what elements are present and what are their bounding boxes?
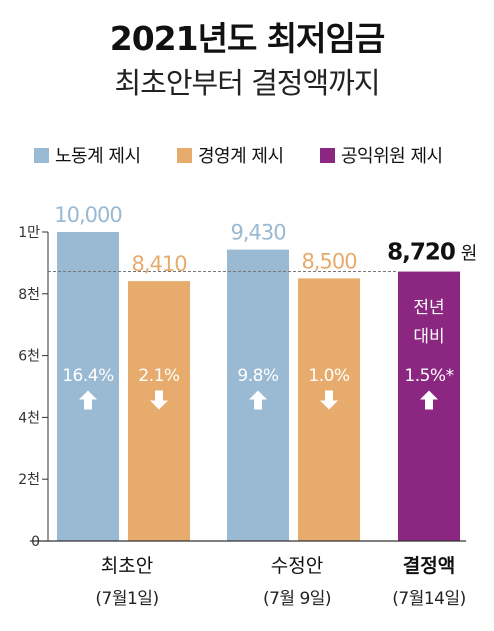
group-date-label: (7월1일): [95, 589, 158, 609]
bar-management: [298, 278, 360, 541]
bar-value-unit: 원: [461, 244, 478, 265]
bar-change-label: 16.4%: [62, 366, 114, 386]
legend-swatch-management: [177, 147, 192, 163]
legend-swatch-labor: [34, 147, 49, 163]
y-tick-label: 6천: [18, 349, 40, 365]
group-label: 최초안: [101, 555, 153, 577]
bar-value-label: 9,430: [230, 221, 285, 245]
bar-note-label: 전년: [413, 298, 444, 318]
bar-value-label: 8,410: [131, 252, 186, 276]
bar-value-label: 8,500: [301, 249, 356, 273]
bar-change-label: 2.1%: [138, 366, 180, 386]
group-label: 결정액: [403, 555, 455, 577]
y-tick-label: 1만: [18, 225, 40, 241]
bar-change-label: 1.0%: [308, 366, 350, 386]
y-tick-label: 4천: [18, 410, 40, 426]
bar-change-label: 1.5%*: [404, 366, 453, 386]
bar-value-label: 8,720: [387, 240, 455, 266]
legend-item-management: 경영계 제시: [177, 140, 284, 170]
legend-item-public: 공익위원 제시: [320, 140, 443, 170]
arrow-down-icon: [320, 390, 338, 410]
arrow-up-icon: [249, 390, 267, 410]
legend-item-labor: 노동계 제시: [34, 140, 141, 170]
y-tick-label: 8천: [18, 287, 40, 303]
bar-management: [128, 281, 190, 541]
chart-title: 2021년도 최저임금: [109, 19, 386, 58]
chart-subtitle: 최초안부터 결정액까지: [114, 66, 380, 100]
bar-value-label: 10,000: [54, 203, 121, 227]
legend-label-labor: 노동계 제시: [55, 146, 141, 167]
group-date-label: (7월 9일): [263, 589, 331, 609]
bar-change-label: 9.8%: [237, 366, 279, 386]
bar-note-label: 대비: [413, 327, 444, 347]
y-tick-label: 2천: [18, 472, 40, 488]
arrow-up-icon: [420, 390, 438, 410]
legend-label-management: 경영계 제시: [198, 146, 284, 167]
legend: 노동계 제시 경영계 제시 공익위원 제시: [0, 140, 494, 170]
arrow-down-icon: [150, 390, 168, 410]
bar-labor: [57, 232, 119, 541]
y-tick-label: 0: [31, 534, 40, 550]
group-label: 수정안: [271, 555, 323, 577]
legend-swatch-public: [320, 147, 335, 163]
legend-label-public: 공익위원 제시: [341, 146, 443, 167]
group-date-label: (7월14일): [392, 589, 466, 609]
arrow-up-icon: [79, 390, 97, 410]
